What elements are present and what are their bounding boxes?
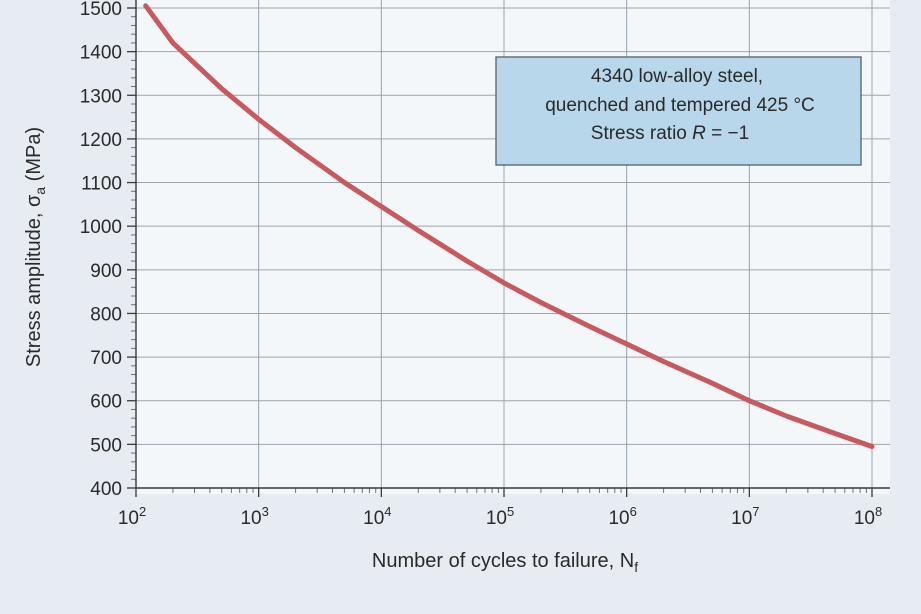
- x-tick-label: 107: [731, 504, 759, 529]
- x-tick-label: 103: [240, 504, 268, 529]
- y-tick-label: 500: [90, 435, 122, 456]
- annotation-box: [495, 56, 862, 166]
- x-tick-label: 102: [118, 504, 146, 529]
- x-tick-label: 105: [486, 504, 514, 529]
- y-tick-label: 700: [90, 348, 122, 369]
- x-axis-title-subscript: f: [634, 559, 638, 575]
- sn-curve-line: [143, 3, 875, 449]
- y-tick-label: 600: [90, 392, 122, 413]
- annotation-line-1: 4340 low-alloy steel,: [591, 66, 763, 87]
- x-tick-label: 108: [854, 504, 882, 529]
- annotation-box-group: 4340 low-alloy steel, quenched and tempe…: [495, 56, 862, 166]
- y-axis-title-text: Stress amplitude, σ: [23, 194, 45, 367]
- annotation-line-3-suffix: = −1: [706, 123, 749, 144]
- y-tick-label: 1000: [80, 217, 122, 238]
- y-axis-title: Stress amplitude, σa (MPa): [23, 127, 48, 367]
- y-tick-label: 1200: [80, 130, 122, 151]
- tick-label-layer: 400 500 600 700 800 900 1000 1100 1200 1300 1400 15…: [80, 0, 882, 529]
- y-axis-title-unit: (MPa): [23, 127, 45, 187]
- annotation-line-3: Stress ratio R = −1: [591, 123, 749, 144]
- y-tick-label: 1500: [80, 0, 122, 20]
- y-tick-label: 1400: [80, 43, 122, 64]
- y-tick-label: 400: [90, 479, 122, 500]
- y-tick-label: 900: [90, 261, 122, 282]
- y-tick-label: 1300: [80, 86, 122, 107]
- y-axis-title-subscript: a: [32, 187, 48, 195]
- x-axis-title-text: Number of cycles to failure, N: [372, 550, 634, 572]
- annotation-line-3-var: R: [692, 123, 706, 144]
- annotation-line-2: quenched and tempered 425 °C: [545, 95, 815, 116]
- y-tick-label: 800: [90, 304, 122, 325]
- axis-layer: [127, 0, 890, 497]
- x-tick-label: 104: [363, 504, 391, 529]
- x-tick-label: 106: [608, 504, 636, 529]
- y-tick-label: 1100: [81, 174, 122, 195]
- annotation-line-3-prefix: Stress ratio: [591, 123, 692, 144]
- series-layer: [143, 3, 875, 449]
- x-axis-title: Number of cycles to failure, Nf: [372, 550, 638, 575]
